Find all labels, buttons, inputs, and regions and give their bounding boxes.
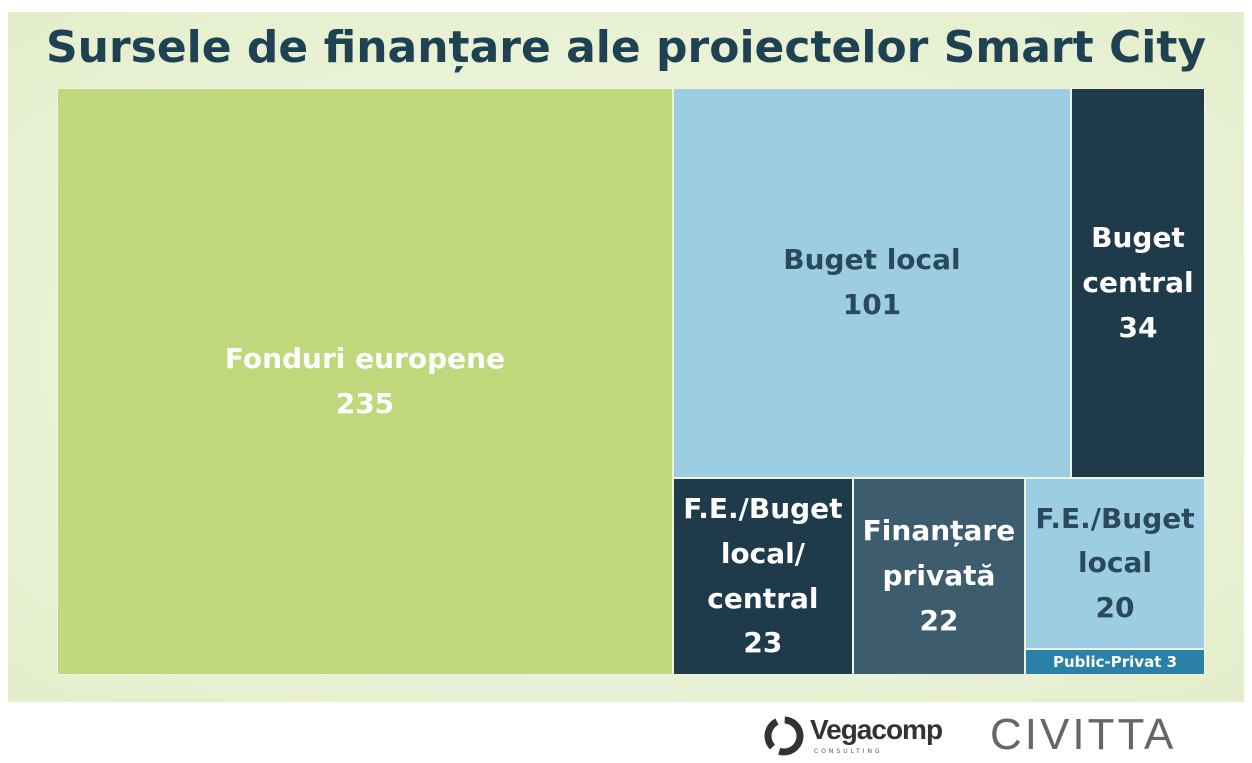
cell-label: Buget central 34 [1072, 216, 1204, 350]
cell-label: F.E./Buget local/ central 23 [674, 487, 852, 666]
treemap-cell: Public-Privat 3 [1025, 649, 1205, 675]
category-label: F.E./Buget local [1035, 501, 1195, 580]
logo-text: CIVITTA [990, 710, 1177, 759]
logo-subtext: CONSULTING [814, 748, 883, 755]
logo-icon [764, 716, 804, 756]
logo-text: Vegacomp [810, 714, 943, 745]
value-label: 23 [743, 626, 783, 660]
category-label: Finanțare privată [862, 514, 1016, 593]
value-label: 235 [335, 386, 395, 420]
cell-label: Finanțare privată 22 [854, 509, 1024, 643]
cell-label: Public-Privat 3 [1052, 652, 1178, 671]
treemap-cell: Buget central 34 [1070, 88, 1205, 479]
treemap-cell: F.E./Buget local 20 [1025, 478, 1205, 650]
cell-label: F.E./Buget local 20 [1026, 497, 1204, 631]
value-label: 34 [1118, 310, 1158, 344]
logos: Vegacomp CONSULTING CIVITTA [760, 710, 1230, 759]
value-label: 3 [1166, 652, 1178, 671]
category-label: Public-Privat [1052, 652, 1162, 671]
category-label: Buget local [783, 243, 961, 277]
value-label: 22 [919, 604, 959, 638]
treemap-cell: Buget local 101 [672, 88, 1071, 479]
category-label: F.E./Buget local/ central [683, 492, 843, 615]
chart-title: Sursele de finanțare ale proiectelor Sma… [45, 22, 1207, 73]
treemap: Fonduri europene 235 Buget local 101 Buget c… [57, 88, 1205, 675]
category-label: Fonduri europene [224, 341, 506, 375]
treemap-cell: Fonduri europene 235 [57, 88, 673, 675]
treemap-cell: Finanțare privată 22 [852, 478, 1026, 675]
cell-label: Buget local 101 [777, 238, 966, 328]
value-label: 101 [842, 288, 902, 322]
cell-label: Fonduri europene 235 [219, 337, 511, 427]
category-label: Buget central [1082, 220, 1194, 299]
value-label: 20 [1095, 591, 1135, 625]
treemap-cell: F.E./Buget local/ central 23 [672, 478, 853, 675]
